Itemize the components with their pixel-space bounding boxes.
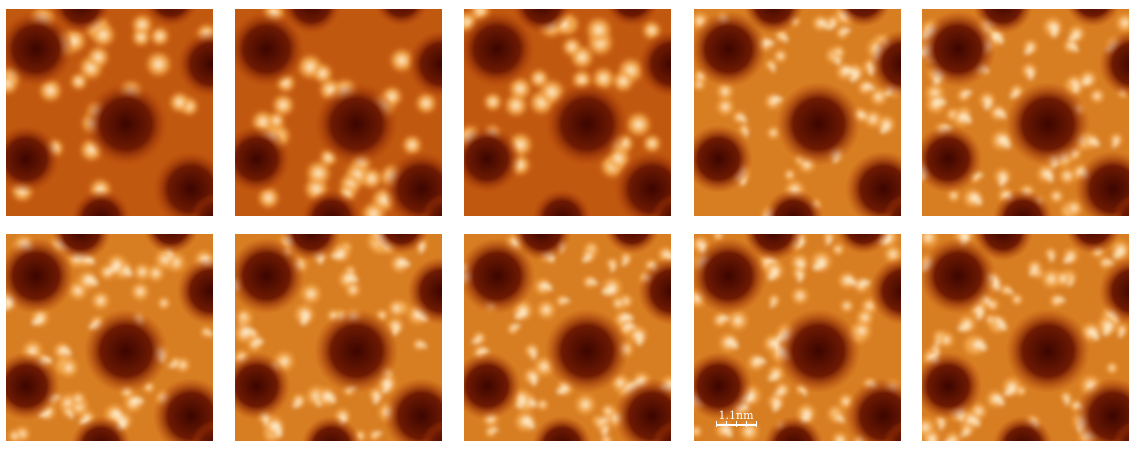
stm-panel-7 — [235, 234, 442, 441]
stm-panel-1 — [6, 9, 213, 216]
stm-panel-5 — [922, 9, 1129, 216]
scale-bar: 1.1nm — [714, 410, 758, 430]
scale-bar-label: 1.1nm — [718, 409, 754, 422]
stm-panel-6 — [6, 234, 213, 441]
stm-panel-2 — [235, 9, 442, 216]
scale-bar-tick — [736, 421, 737, 427]
stm-panel-3 — [464, 9, 671, 216]
scale-bar-tick — [726, 421, 727, 427]
scale-bar-tick — [746, 421, 747, 427]
stm-panel-10 — [922, 234, 1129, 441]
stm-panel-8 — [464, 234, 671, 441]
stm-panel-9: 1.1nm — [694, 234, 901, 441]
stm-panel-4 — [694, 9, 901, 216]
scale-bar-tick — [716, 421, 717, 427]
scale-bar-tick — [756, 421, 757, 427]
